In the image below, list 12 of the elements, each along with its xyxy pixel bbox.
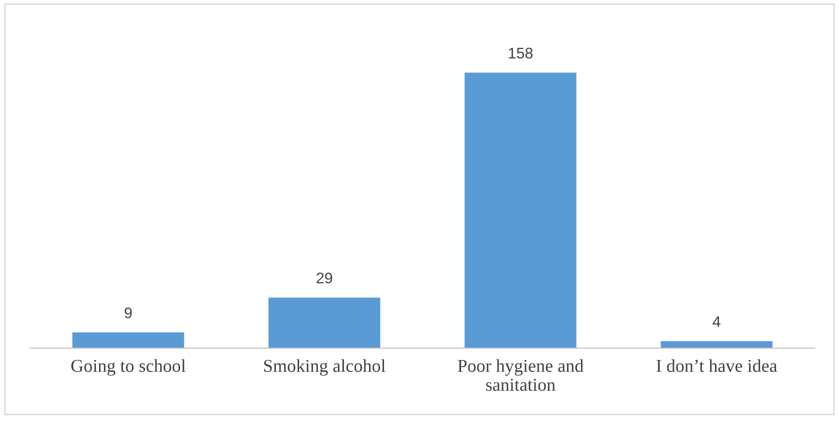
bar <box>660 341 773 348</box>
data-label: 29 <box>316 272 332 284</box>
bar <box>268 298 380 348</box>
x-tick-label: Smoking alcohol <box>264 359 386 376</box>
data-label: 158 <box>508 48 533 59</box>
x-tick-label: I don’t have idea <box>656 359 778 372</box>
data-label: 9 <box>124 307 132 318</box>
bar <box>72 332 184 348</box>
data-label: 4 <box>712 316 720 327</box>
x-tick-label: Going to school <box>71 359 186 376</box>
bar <box>464 72 576 348</box>
x-tick-label: Poor hygiene and sanitation <box>458 359 584 391</box>
